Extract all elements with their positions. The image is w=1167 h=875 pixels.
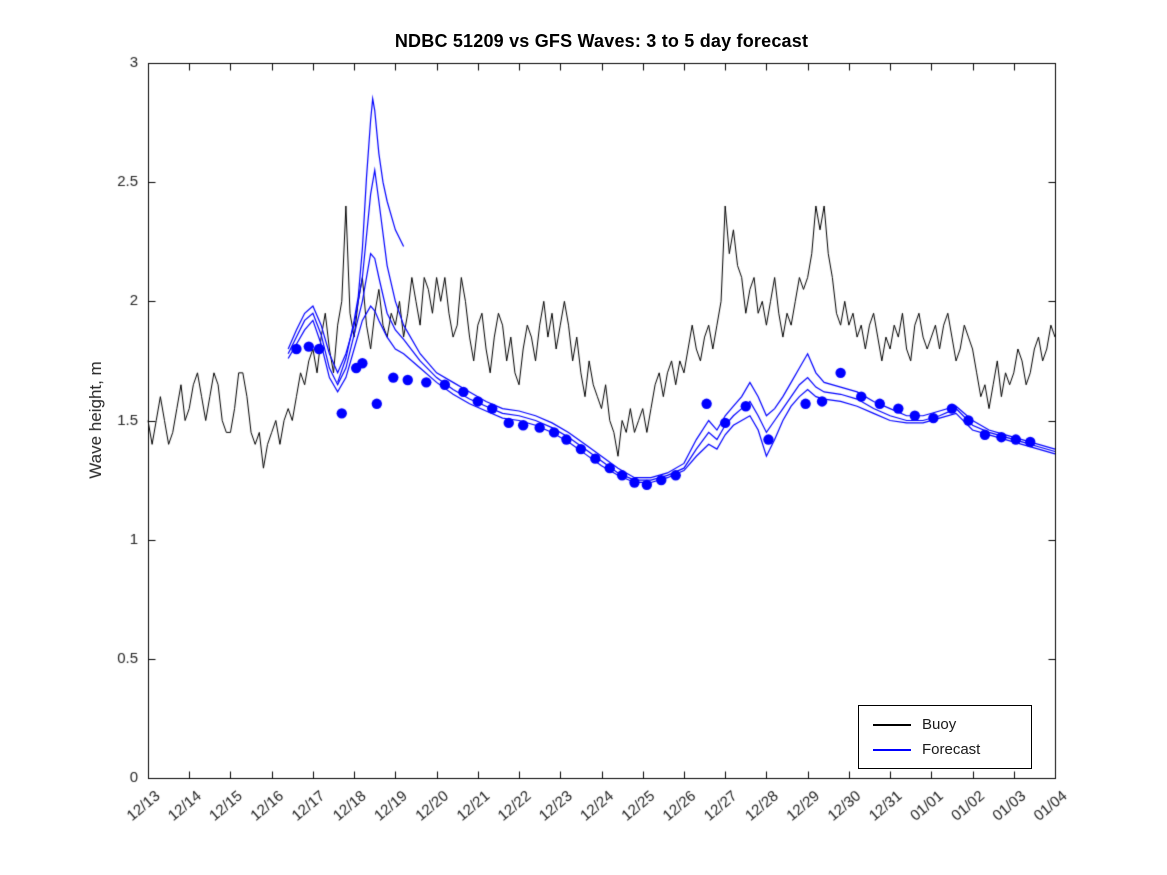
legend-entry-forecast: Forecast <box>873 741 1031 758</box>
legend-label-buoy: Buoy <box>922 716 957 733</box>
legend: Buoy Forecast <box>858 705 1032 769</box>
legend-entry-buoy: Buoy <box>873 716 1031 733</box>
buoy-line-swatch <box>873 723 911 726</box>
legend-label-forecast: Forecast <box>922 741 981 758</box>
y-axis-label: Wave height, m <box>86 361 105 479</box>
chart-title: NDBC 51209 vs GFS Waves: 3 to 5 day fore… <box>394 31 809 51</box>
forecast-line-swatch <box>873 748 911 751</box>
